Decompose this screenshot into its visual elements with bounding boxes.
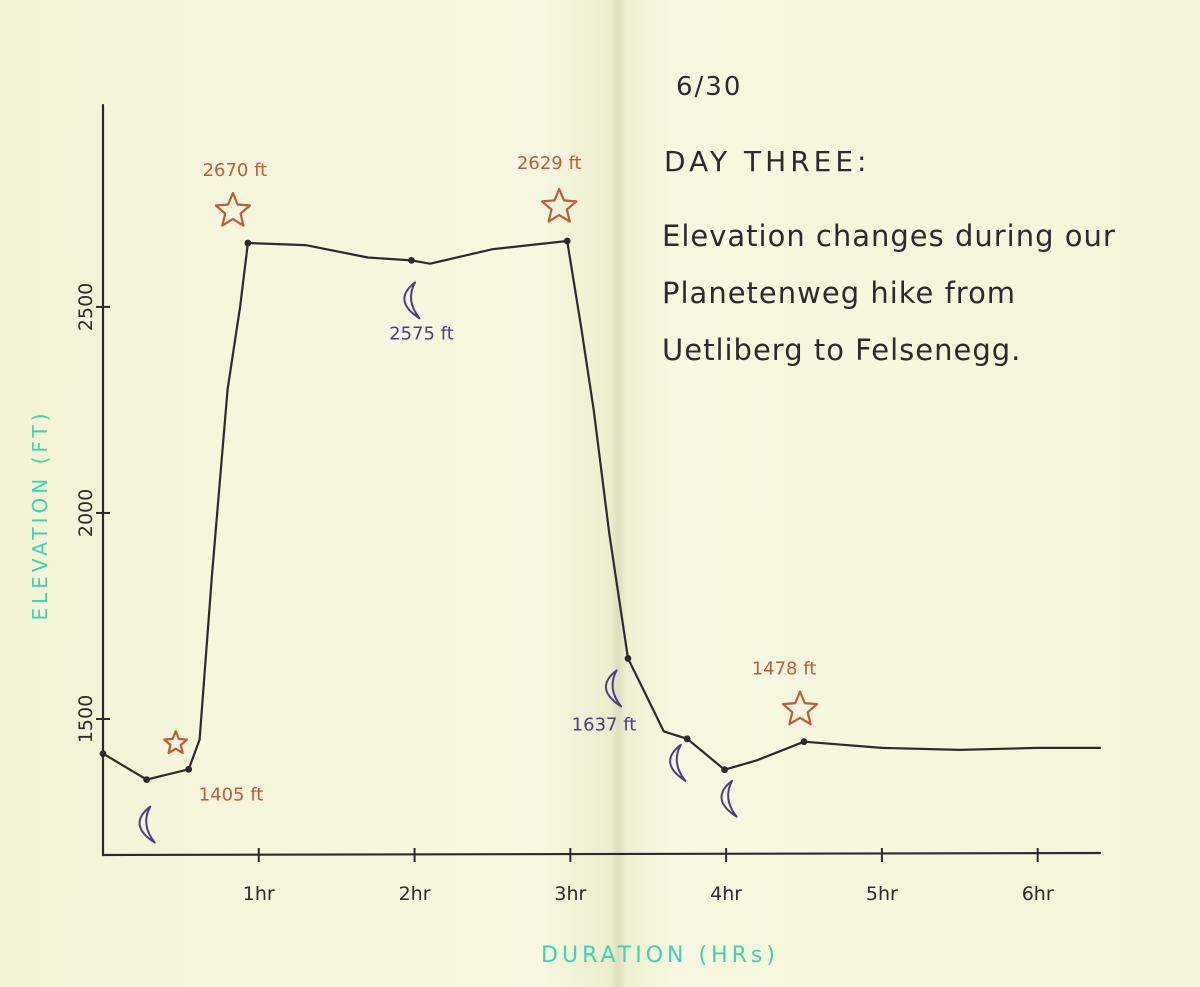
- x-tick-label: 2hr: [399, 883, 431, 905]
- x-tick-label: 3hr: [554, 883, 586, 905]
- data-point: [800, 738, 808, 746]
- x-ticks: 1hr 2hr 3hr 4hr 5hr 6hr: [243, 848, 1054, 905]
- data-point: [683, 735, 691, 743]
- data-point: [408, 256, 415, 264]
- peak-elevation-label: 1478 ft: [752, 659, 817, 680]
- x-tick-label: 6hr: [1022, 883, 1054, 905]
- valley-elevation-label: 1637 ft: [572, 714, 637, 735]
- star-icon: [781, 690, 819, 726]
- y-tick-label: 2500: [75, 283, 97, 331]
- data-point: [721, 766, 728, 774]
- elevation-line: [101, 239, 1102, 781]
- notebook-fold: [611, 0, 627, 987]
- series-layer: [101, 239, 1102, 781]
- x-tick-label: 5hr: [866, 883, 898, 905]
- data-point: [185, 765, 193, 773]
- star-icon: [163, 730, 189, 755]
- star-icon: [214, 191, 252, 227]
- note-description: Elevation changes during our Planetenweg…: [662, 219, 1116, 367]
- moon-icon: [403, 281, 421, 320]
- moon-icon: [720, 779, 738, 818]
- x-tick-label: 4hr: [710, 883, 742, 905]
- note-date: 6/30: [676, 72, 743, 102]
- y-ticks: 1500 2000 2500: [75, 283, 110, 743]
- data-point: [143, 776, 151, 783]
- y-axis-title: ELEVATION (FT): [28, 409, 52, 620]
- annotations-layer: 1405 ft 2670 ft 2575 ft 2629 ft 1637 ft 1478 …: [199, 153, 817, 805]
- x-tick-label: 1hr: [243, 883, 275, 905]
- x-axis-line: [101, 851, 1102, 857]
- moon-icon: [138, 805, 156, 844]
- moon-icon: [669, 743, 687, 782]
- chart-axes: [101, 103, 1102, 857]
- data-point: [624, 655, 632, 662]
- note-day-heading: DAY THREE:: [664, 145, 871, 178]
- peak-elevation-label: 2670 ft: [203, 160, 268, 181]
- y-tick-label: 2000: [75, 489, 97, 537]
- valley-elevation-label: 2575 ft: [389, 323, 454, 344]
- moon-icon: [605, 669, 623, 708]
- data-point: [244, 239, 252, 247]
- y-tick-label: 1500: [75, 695, 97, 743]
- markers-layer: [99, 187, 819, 844]
- x-axis-title: DURATION (HRs): [541, 943, 779, 968]
- peak-elevation-label: 2629 ft: [517, 153, 582, 174]
- data-point: [99, 750, 107, 758]
- data-point: [563, 237, 571, 245]
- star-icon: [540, 187, 578, 223]
- peak-elevation-label: 1405 ft: [199, 784, 264, 805]
